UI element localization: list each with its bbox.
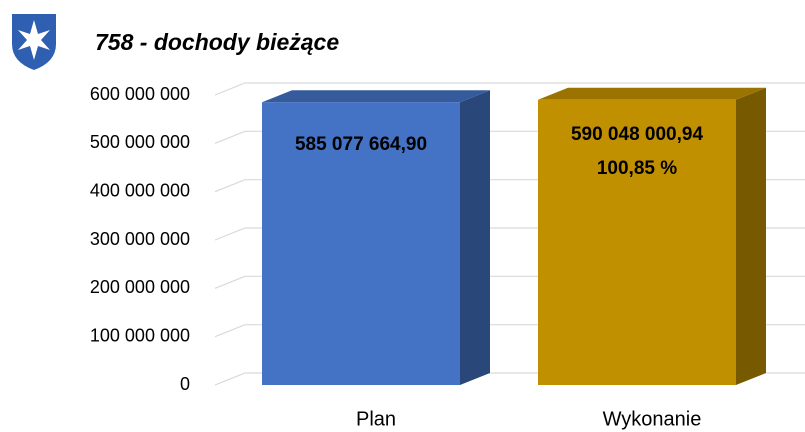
y-tick-label: 0 — [180, 374, 190, 394]
y-tick-label: 300 000 000 — [90, 229, 190, 249]
bar — [538, 99, 736, 386]
data-label: 590 048 000,94 — [571, 124, 704, 145]
data-label: 585 077 664,90 — [295, 134, 427, 155]
y-tick-label: 500 000 000 — [90, 132, 190, 152]
y-tick-label: 600 000 000 — [90, 84, 190, 104]
y-tick-label: 100 000 000 — [90, 325, 190, 345]
bar-top — [538, 87, 766, 100]
logo — [12, 14, 56, 70]
y-tick-label: 400 000 000 — [90, 180, 190, 200]
x-tick-label: Wykonanie — [603, 408, 702, 430]
x-tick-label: Plan — [356, 408, 396, 430]
chart-title: 758 - dochody bieżące — [95, 29, 339, 55]
y-tick-label: 200 000 000 — [90, 277, 190, 297]
annotation: 100,85 % — [597, 158, 677, 179]
bar-side — [460, 90, 490, 385]
bar-top — [262, 90, 490, 103]
bar — [262, 102, 460, 385]
bar-side — [736, 87, 766, 386]
grid-line — [214, 82, 805, 96]
